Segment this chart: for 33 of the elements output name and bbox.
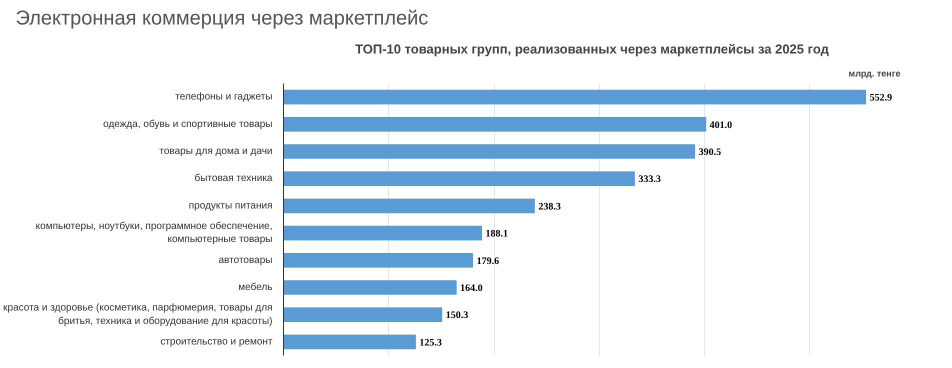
data-label: 125.3 (419, 337, 442, 348)
y-tick-label: товары для дома и дачи (159, 146, 273, 157)
y-tick-label: телефоны и гаджеты (175, 92, 273, 103)
bar (284, 334, 416, 350)
data-label: 401.0 (710, 120, 732, 131)
data-label: 238.3 (538, 201, 561, 212)
data-label: 333.3 (638, 174, 661, 186)
y-tick-label: продукты питания (188, 200, 273, 212)
bar (284, 144, 696, 159)
text: млрд. тенге (848, 68, 901, 78)
y-tick-label: бытовая техника (194, 173, 273, 184)
bar (284, 117, 706, 132)
y-tick-label: красота и здоровье (косметика, парфюмерия, товары для бритья, техника и оборудование для красоты) (3, 302, 273, 327)
bar (284, 171, 635, 186)
bar (284, 280, 457, 295)
data-label: 390.5 (698, 147, 722, 158)
data-label: 164.0 (460, 283, 483, 294)
y-tick-label: автотовары (218, 254, 273, 266)
bar (284, 198, 535, 214)
bar (284, 90, 866, 104)
bar (284, 307, 442, 322)
data-label: 179.6 (476, 256, 500, 267)
chart-title: Электронная коммерция через маркетплейс (16, 8, 428, 30)
chart-subtitle: ТОП-10 товарных групп, реализованных через маркетплейсы за 2025 год (355, 42, 830, 56)
data-label: 150.3 (446, 310, 468, 322)
y-tick-label: одежда, обувь и спортивные товары (103, 118, 272, 130)
data-label: 552.9 (870, 92, 892, 104)
y-tick-label: мебель (238, 282, 273, 293)
bar (284, 226, 482, 240)
y-tick-label: строительство и ремонт (160, 336, 273, 348)
y-tick-label: компьютеры, ноутбуки, программное обеспечение, компьютерные товары (36, 221, 273, 246)
data-label: 188.1 (486, 228, 508, 240)
bar (284, 253, 474, 268)
